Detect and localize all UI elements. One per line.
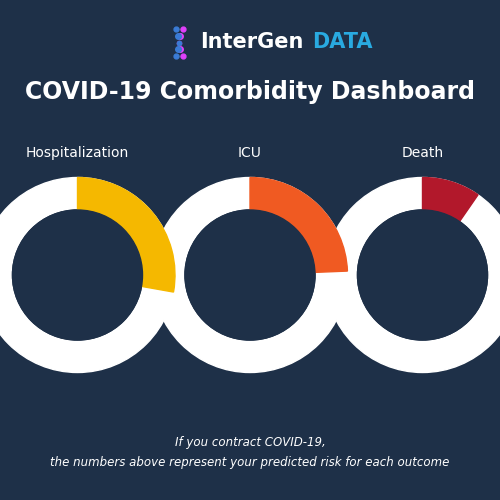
Text: COVID-19 Comorbidity Dashboard: COVID-19 Comorbidity Dashboard bbox=[25, 80, 475, 104]
Circle shape bbox=[358, 210, 488, 340]
Circle shape bbox=[185, 210, 315, 340]
Text: the numbers above represent your predicted risk for each outcome: the numbers above represent your predict… bbox=[50, 456, 450, 469]
Text: DATA: DATA bbox=[312, 32, 373, 52]
Text: 9.64%: 9.64% bbox=[394, 271, 452, 289]
Circle shape bbox=[12, 210, 142, 340]
Text: If you contract COVID-19,: If you contract COVID-19, bbox=[174, 436, 326, 449]
Text: InterGen: InterGen bbox=[200, 32, 304, 52]
Circle shape bbox=[325, 178, 500, 372]
Text: Hospitalization: Hospitalization bbox=[26, 146, 129, 160]
Wedge shape bbox=[422, 178, 478, 222]
Circle shape bbox=[12, 210, 142, 340]
Wedge shape bbox=[250, 178, 348, 272]
Circle shape bbox=[152, 178, 348, 372]
Circle shape bbox=[185, 210, 315, 340]
Circle shape bbox=[358, 210, 488, 340]
Text: ICU: ICU bbox=[238, 146, 262, 160]
Text: 27.8%: 27.8% bbox=[48, 271, 106, 289]
Circle shape bbox=[0, 178, 175, 372]
Wedge shape bbox=[78, 178, 175, 292]
Text: 24.36%: 24.36% bbox=[216, 271, 284, 289]
Text: Death: Death bbox=[402, 146, 444, 160]
